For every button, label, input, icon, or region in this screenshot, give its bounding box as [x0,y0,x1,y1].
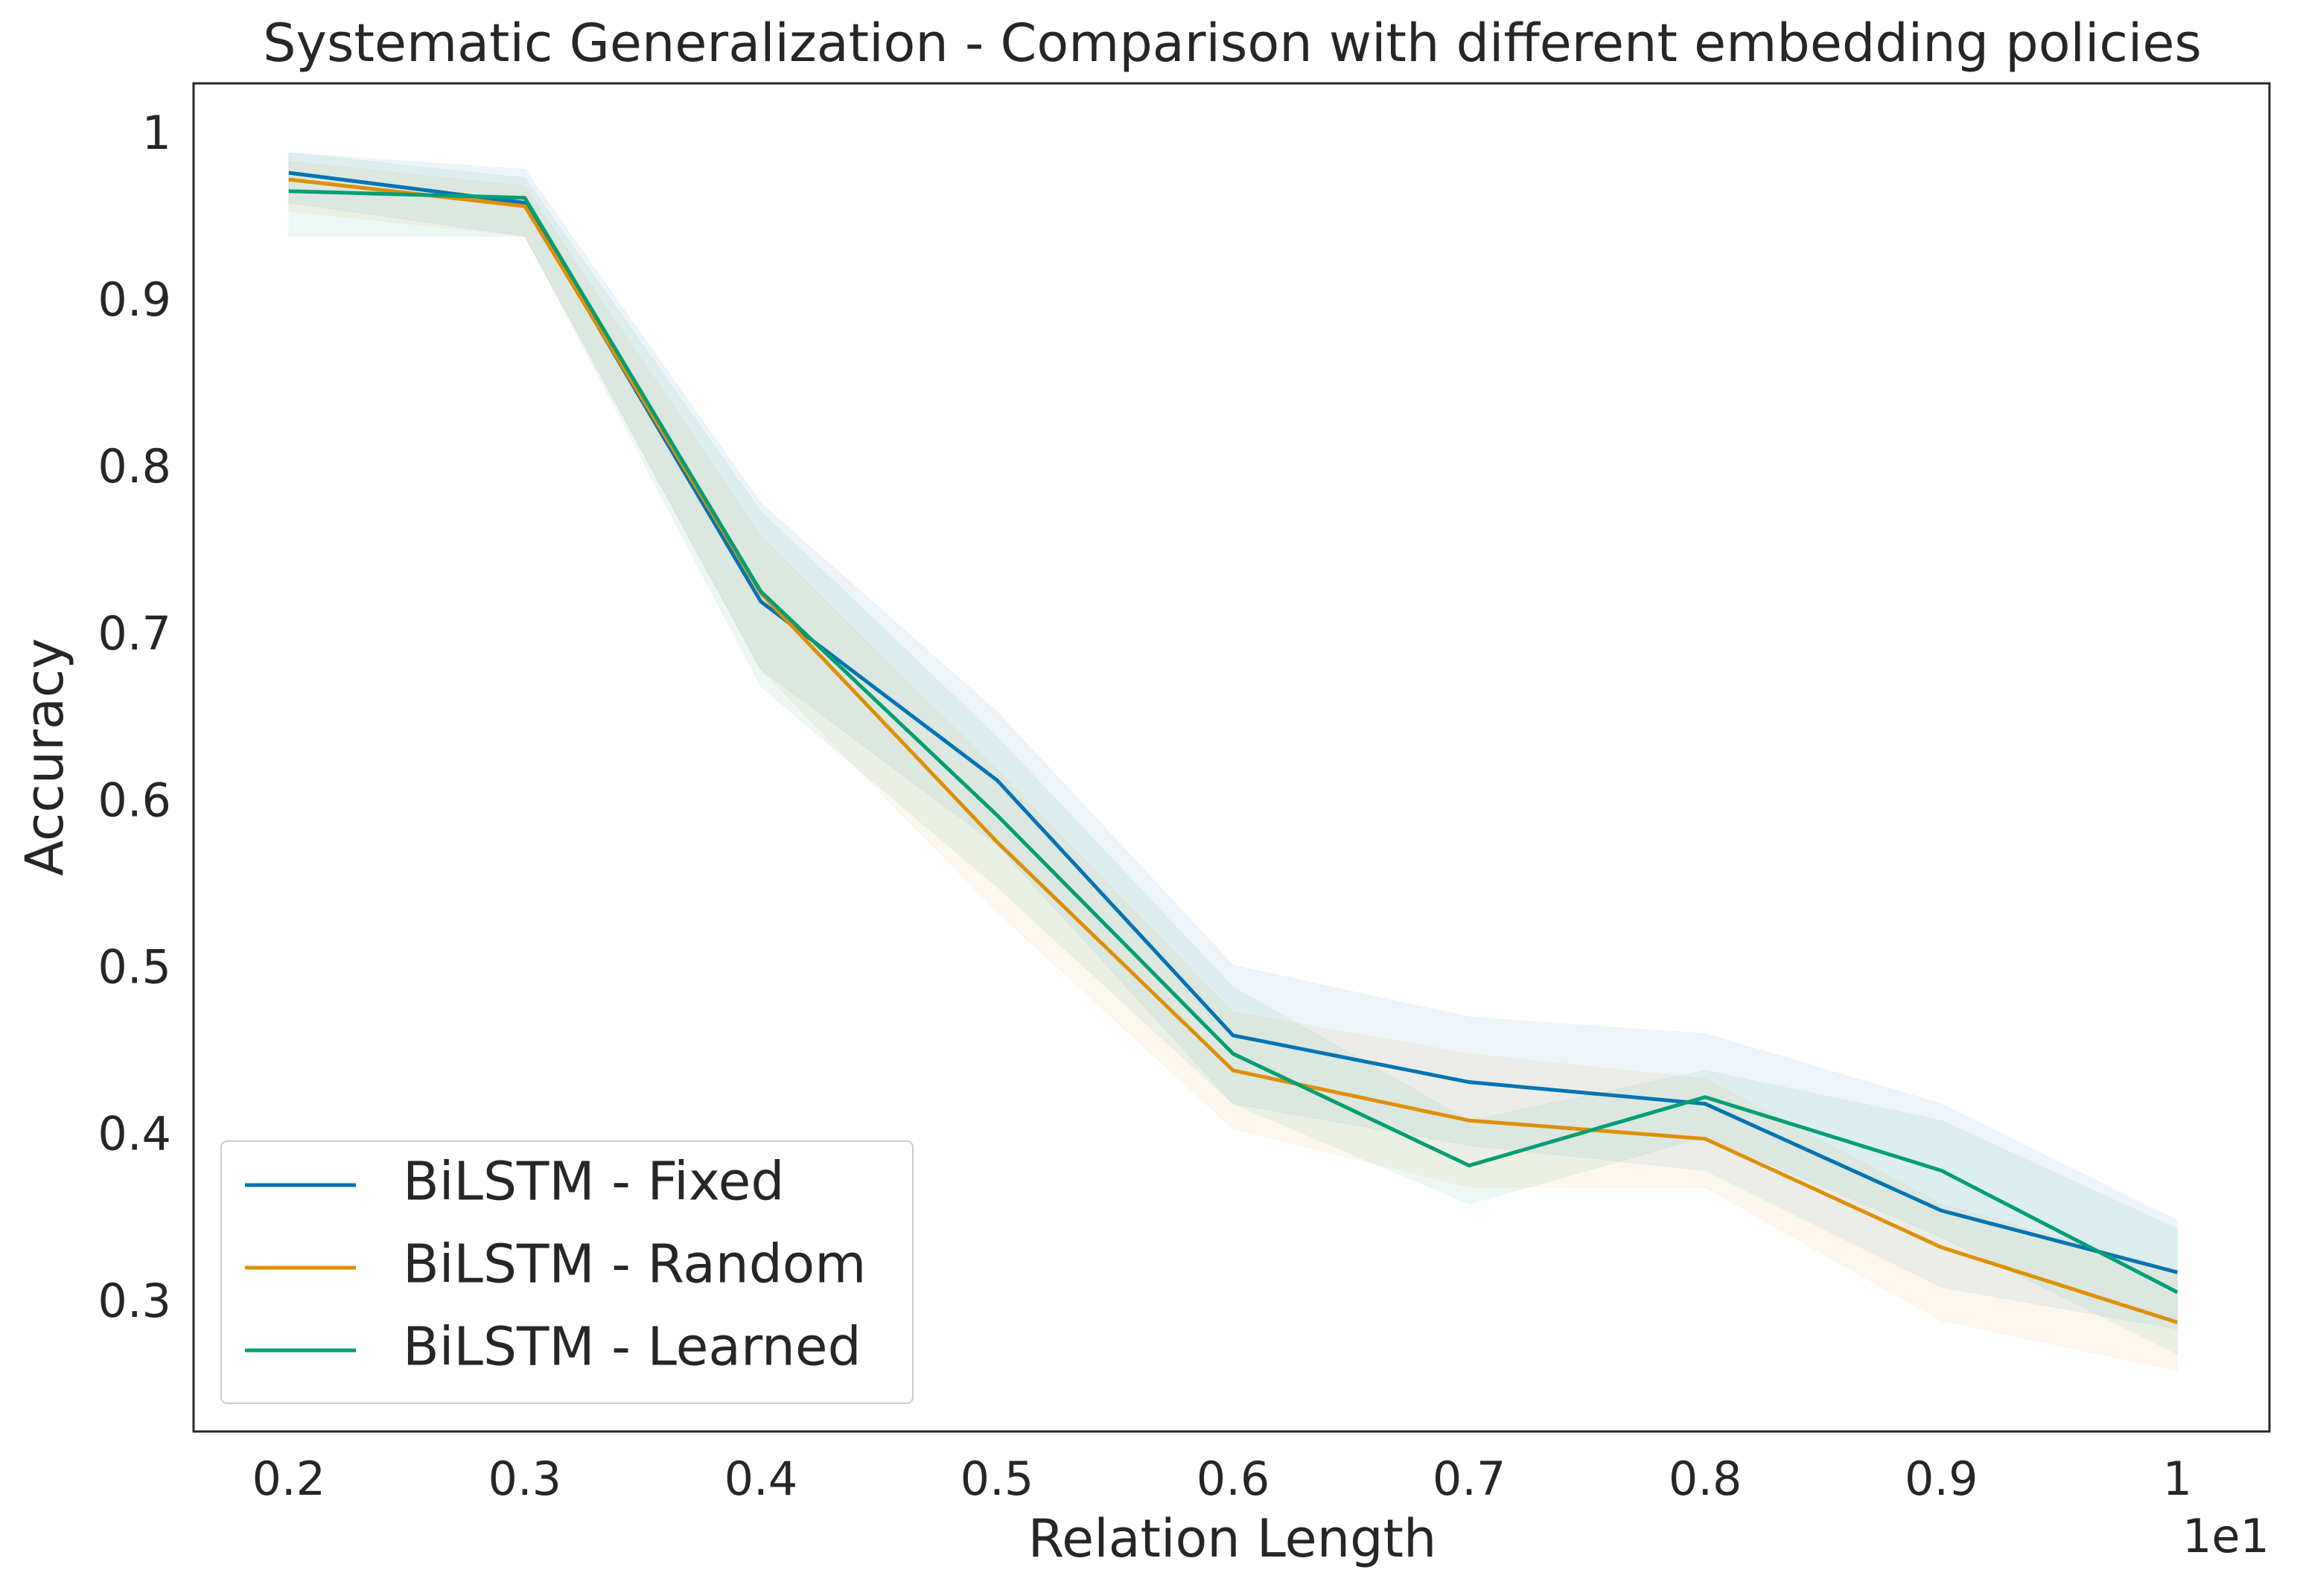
y-tick-label: 0.4 [98,1107,171,1161]
x-axis-label: Relation Length [1028,1508,1437,1569]
bands [288,152,2178,1372]
x-tick-label: 0.4 [724,1452,798,1506]
x-tick-label: 0.9 [1905,1452,1978,1506]
confidence-band [288,152,2178,1330]
x-offset-label: 1e1 [2182,1509,2269,1563]
legend: BiLSTM - Fixed BiLSTM - Random BiLSTM - Le… [220,1140,914,1404]
legend-label: BiLSTM - Fixed [403,1151,784,1213]
y-tick-label: 0.5 [98,940,171,995]
y-tick-label: 0.7 [98,606,171,660]
chart-title: Systematic Generalization - Comparison w… [263,13,2202,74]
legend-label: BiLSTM - Learned [403,1316,861,1378]
series-line [288,189,2179,1295]
x-tick-label: 0.3 [488,1452,562,1506]
x-tick-label: 0.8 [1669,1452,1742,1506]
confidence-band [288,152,2178,1355]
confidence-band [288,160,2178,1372]
legend-label: BiLSTM - Random [403,1233,866,1295]
plot-frame [192,82,2271,1433]
y-tick-label: 0.8 [98,439,171,494]
x-tick-label: 0.2 [252,1452,325,1506]
y-tick-label: 1 [142,106,171,160]
x-tick-label: 1 [2163,1452,2192,1506]
x-tick-label: 0.5 [960,1452,1034,1506]
legend-box [220,1140,914,1404]
lines [288,170,2179,1324]
x-tick-label: 0.6 [1197,1452,1270,1506]
y-tick-label: 0.9 [98,272,171,327]
y-tick-label: 0.3 [98,1274,171,1328]
x-tick-label: 0.7 [1433,1452,1506,1506]
y-tick-label: 0.6 [98,773,171,827]
y-axis-label: Accuracy [14,638,75,876]
series-line [288,177,2179,1324]
